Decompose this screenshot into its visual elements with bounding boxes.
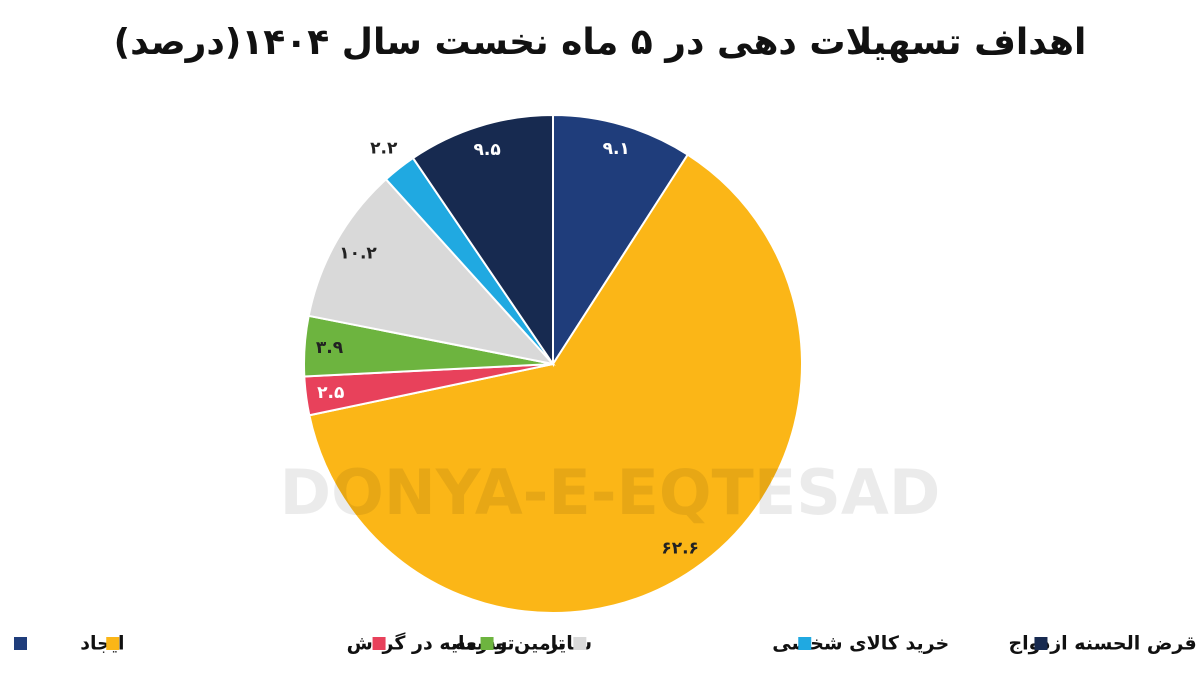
data-label: ۶۲.۶	[661, 539, 699, 559]
data-label: ۲.۲	[370, 139, 398, 159]
legend-swatch	[372, 637, 386, 650]
legend-swatch	[1034, 637, 1048, 650]
data-label: ۱۰.۲	[339, 244, 377, 264]
legend-swatch	[798, 637, 812, 650]
pie-slice	[308, 153, 803, 614]
legend-label: تامین سرمایه در گردش	[347, 632, 565, 655]
legend-label: خرید کالای شخصی	[772, 633, 949, 655]
data-label: ۳.۹	[316, 338, 344, 358]
legend-swatch	[14, 637, 27, 650]
data-label: ۹.۱	[603, 139, 630, 159]
legend-swatch	[106, 637, 120, 650]
watermark: DONYA-E-EQTESAD	[280, 456, 941, 529]
pie-slice	[307, 177, 556, 366]
pie-slice	[411, 113, 554, 368]
legend-label: قرض الحسنه ازدواج	[1008, 633, 1196, 655]
legend-swatch	[480, 637, 494, 650]
legend-swatch	[573, 637, 587, 650]
data-label: ۲.۵	[317, 383, 344, 403]
pie-slice	[552, 113, 690, 368]
chart-title: اهداف تسهیلات دهی در ۵ ماه نخست سال ۱۴۰۴…	[114, 22, 1087, 63]
data-label: ۹.۵	[473, 140, 500, 160]
